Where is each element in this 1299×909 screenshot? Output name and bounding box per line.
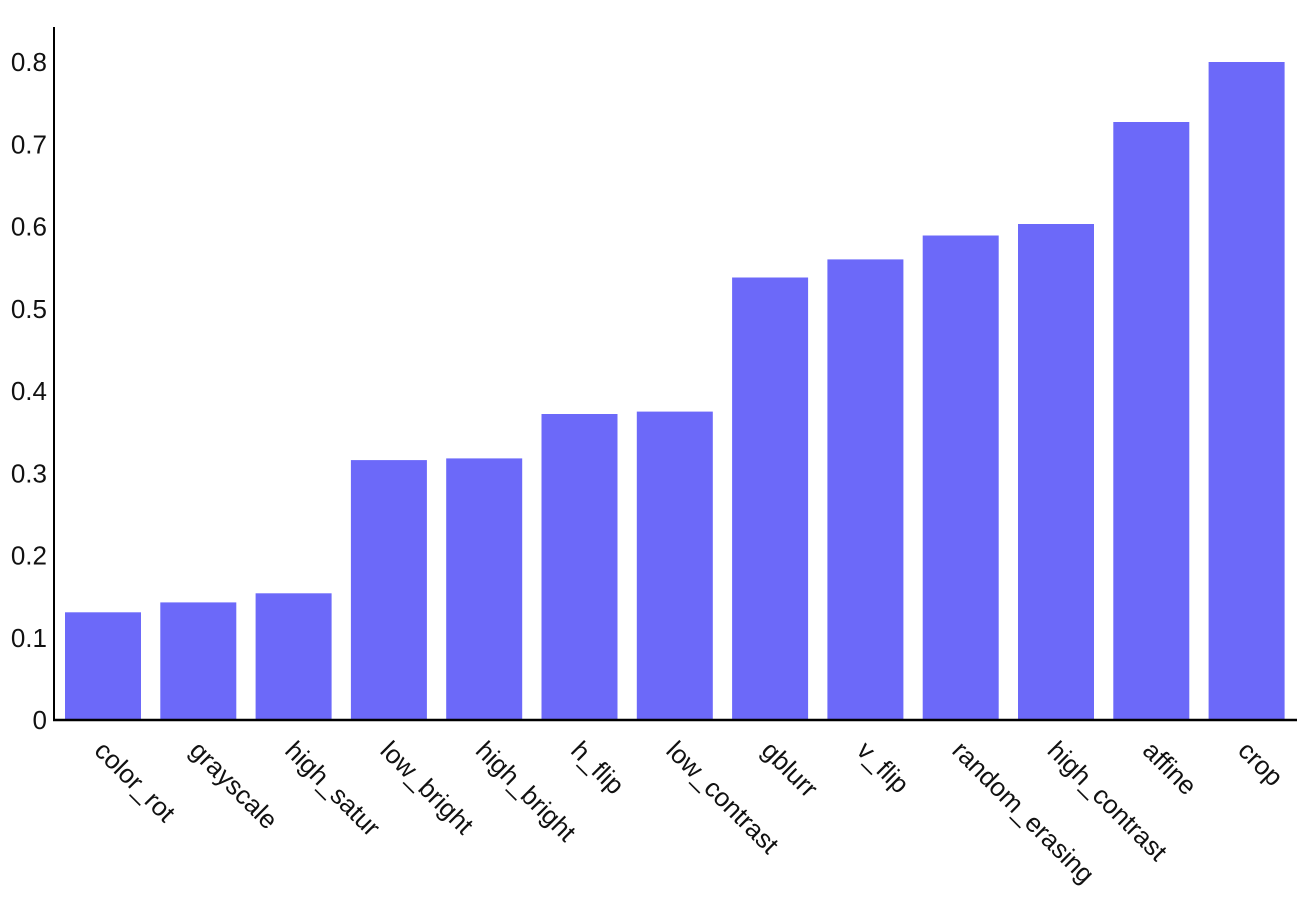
bar-low-bright <box>350 460 427 720</box>
bar-high-contrast <box>1018 224 1094 720</box>
y-tick-label: 0 <box>33 705 47 735</box>
x-category-label: color_rot <box>89 735 182 828</box>
y-tick-label: 0.2 <box>11 541 47 571</box>
x-category-label: h_flip <box>565 735 630 800</box>
y-tick-label: 0.6 <box>11 212 47 242</box>
y-tick-label: 0.8 <box>11 47 47 77</box>
bar-h-flip <box>541 414 618 720</box>
x-category-label: high_satur <box>279 735 386 842</box>
bar-low-contrast <box>636 411 713 720</box>
bar-crop <box>1208 62 1285 720</box>
y-tick-label: 0.4 <box>11 376 47 406</box>
bar-high-bright <box>446 458 523 720</box>
x-category-label: v_flip <box>851 735 915 799</box>
bar-grayscale <box>160 602 237 720</box>
bar-random-erasing <box>922 235 999 720</box>
y-tick-label: 0.7 <box>11 129 47 159</box>
bar-color-rot <box>65 612 141 720</box>
y-axis-ticks: 0 0.1 0.2 0.3 0.4 0.5 0.6 0.7 0.8 <box>11 47 47 735</box>
y-tick-label: 0.5 <box>11 294 47 324</box>
x-category-label: high_bright <box>470 735 583 848</box>
x-category-label: grayscale <box>184 735 284 835</box>
bar-v-flip <box>827 259 904 720</box>
bars-group <box>65 62 1285 720</box>
bar-affine <box>1113 122 1190 720</box>
y-tick-label: 0.1 <box>11 623 47 653</box>
bar-high-satur <box>255 593 332 720</box>
x-category-label: affine <box>1137 735 1203 801</box>
y-tick-label: 0.3 <box>11 458 47 488</box>
x-axis-labels: color_rot grayscalehigh_saturlow_brighthi… <box>89 735 1290 889</box>
x-category-label: low_bright <box>375 735 481 841</box>
x-category-label: gblurr <box>756 735 824 803</box>
bar-gblurr <box>732 277 809 720</box>
x-category-label: crop <box>1232 735 1289 792</box>
